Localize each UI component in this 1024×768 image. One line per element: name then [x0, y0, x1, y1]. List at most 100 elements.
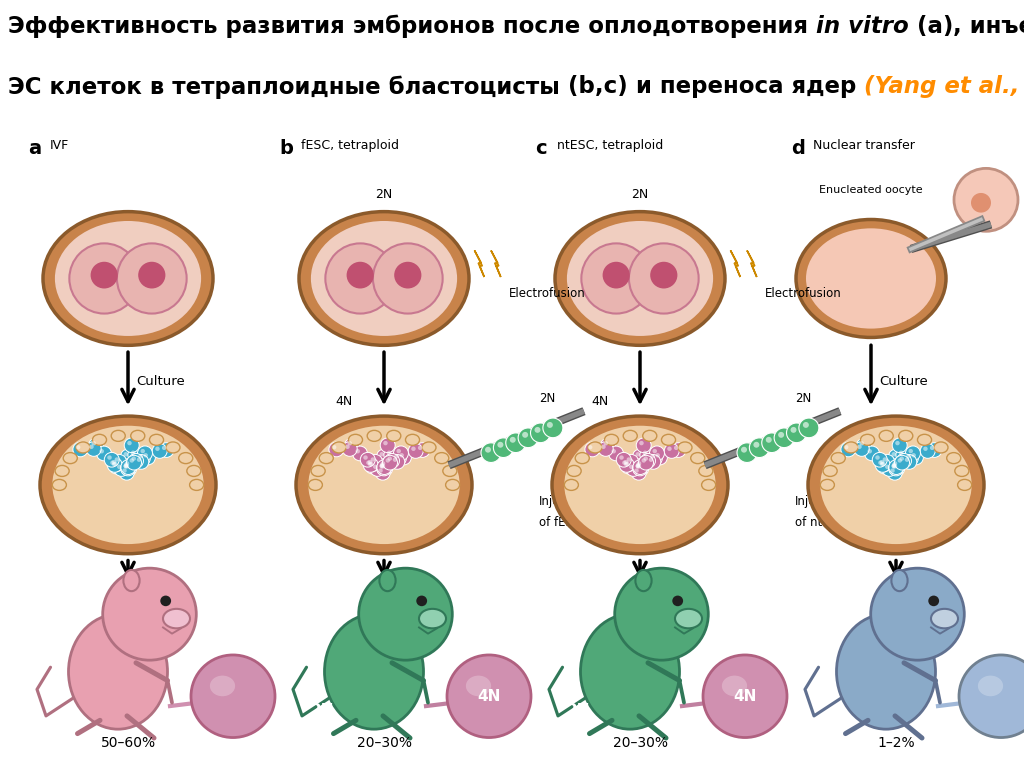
Circle shape: [365, 459, 380, 474]
Circle shape: [799, 418, 819, 438]
Ellipse shape: [166, 442, 180, 453]
Circle shape: [121, 449, 135, 464]
Circle shape: [668, 446, 672, 451]
Circle shape: [636, 464, 640, 468]
Circle shape: [346, 262, 374, 289]
Ellipse shape: [163, 609, 190, 628]
Circle shape: [391, 451, 407, 465]
Circle shape: [387, 456, 392, 461]
Circle shape: [375, 465, 390, 480]
Circle shape: [377, 461, 391, 476]
Circle shape: [896, 453, 911, 468]
Text: (Yang et al., 2007): (Yang et al., 2007): [864, 75, 1024, 98]
Circle shape: [649, 446, 665, 461]
Circle shape: [122, 468, 127, 473]
Circle shape: [881, 462, 886, 466]
Text: Injection: Injection: [795, 495, 846, 508]
Circle shape: [778, 432, 784, 438]
Circle shape: [380, 452, 384, 456]
Circle shape: [905, 458, 909, 462]
Circle shape: [633, 461, 647, 476]
Circle shape: [924, 446, 928, 451]
Circle shape: [636, 463, 640, 467]
Text: 2N: 2N: [376, 188, 392, 201]
Circle shape: [364, 458, 378, 472]
Ellipse shape: [954, 465, 969, 476]
Circle shape: [113, 462, 118, 466]
Ellipse shape: [691, 452, 705, 464]
Circle shape: [117, 465, 122, 469]
Ellipse shape: [947, 452, 961, 464]
Ellipse shape: [299, 212, 469, 346]
Ellipse shape: [76, 442, 90, 453]
Circle shape: [637, 461, 641, 465]
Circle shape: [73, 442, 88, 457]
Ellipse shape: [117, 243, 186, 313]
Ellipse shape: [722, 676, 748, 697]
Ellipse shape: [959, 655, 1024, 737]
Ellipse shape: [588, 442, 602, 453]
Circle shape: [766, 437, 772, 442]
Circle shape: [614, 568, 709, 660]
Circle shape: [109, 457, 124, 472]
Ellipse shape: [52, 425, 204, 544]
Circle shape: [383, 441, 388, 445]
Ellipse shape: [447, 655, 531, 737]
Ellipse shape: [326, 243, 395, 313]
Circle shape: [417, 595, 427, 606]
Circle shape: [108, 458, 122, 472]
Circle shape: [370, 462, 385, 476]
Circle shape: [634, 458, 649, 473]
Circle shape: [890, 458, 905, 473]
Ellipse shape: [567, 465, 582, 476]
Circle shape: [91, 441, 96, 445]
Circle shape: [358, 568, 453, 660]
Circle shape: [112, 455, 127, 469]
Ellipse shape: [892, 570, 907, 591]
Ellipse shape: [325, 614, 424, 729]
Text: b: b: [279, 139, 293, 158]
Circle shape: [636, 452, 640, 456]
Ellipse shape: [308, 425, 460, 544]
Circle shape: [623, 458, 637, 473]
Circle shape: [415, 442, 430, 458]
Circle shape: [124, 452, 128, 456]
Text: ntESC, tetraploid: ntESC, tetraploid: [557, 139, 664, 152]
Ellipse shape: [186, 465, 201, 476]
Ellipse shape: [406, 435, 420, 445]
Circle shape: [347, 441, 352, 445]
Circle shape: [409, 444, 423, 458]
Circle shape: [643, 451, 647, 455]
Circle shape: [378, 462, 392, 476]
Ellipse shape: [978, 676, 1004, 697]
Circle shape: [647, 451, 663, 465]
Text: и переноса ядер: и переноса ядер: [628, 75, 864, 98]
Circle shape: [867, 449, 872, 453]
Circle shape: [332, 445, 337, 449]
Ellipse shape: [806, 228, 936, 329]
Circle shape: [124, 438, 139, 452]
Circle shape: [629, 465, 634, 469]
Circle shape: [518, 428, 539, 448]
Text: (b,c): (b,c): [568, 75, 628, 98]
Ellipse shape: [210, 676, 236, 697]
Ellipse shape: [823, 465, 838, 476]
Circle shape: [611, 449, 616, 453]
Circle shape: [89, 445, 94, 449]
Ellipse shape: [319, 452, 333, 464]
Circle shape: [646, 455, 660, 469]
Circle shape: [481, 443, 501, 462]
Circle shape: [864, 446, 880, 461]
Text: 50–60%: 50–60%: [100, 737, 156, 750]
Circle shape: [890, 468, 895, 473]
Circle shape: [902, 455, 916, 469]
Ellipse shape: [442, 465, 457, 476]
Ellipse shape: [380, 570, 395, 591]
Circle shape: [367, 458, 381, 473]
Circle shape: [665, 444, 679, 458]
Circle shape: [384, 448, 398, 462]
Circle shape: [396, 449, 401, 453]
Ellipse shape: [624, 430, 637, 442]
Circle shape: [650, 262, 678, 289]
Ellipse shape: [582, 243, 651, 313]
